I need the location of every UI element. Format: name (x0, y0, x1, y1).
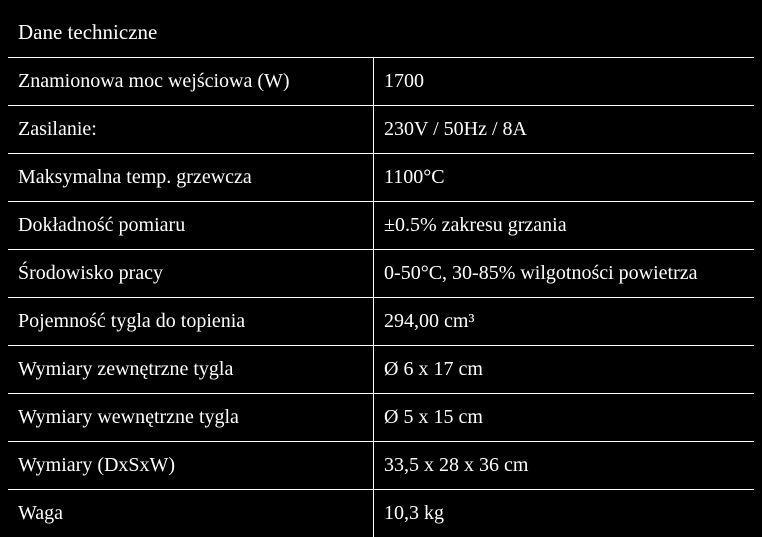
table-title: Dane techniczne (8, 8, 754, 58)
table-row: Wymiary wewnętrzne tygla Ø 5 x 15 cm (8, 394, 754, 442)
table-row: Maksymalna temp. grzewcza 1100°C (8, 154, 754, 202)
spec-value: Ø 6 x 17 cm (374, 346, 754, 394)
table-row: Znamionowa moc wejściowa (W) 1700 (8, 58, 754, 106)
spec-value: 294,00 cm³ (374, 298, 754, 346)
spec-label: Maksymalna temp. grzewcza (8, 154, 374, 202)
table-row: Waga 10,3 kg (8, 490, 754, 537)
table-row: Zasilanie: 230V / 50Hz / 8A (8, 106, 754, 154)
spec-value: 0-50°C, 30-85% wilgotności powietrza (374, 250, 754, 298)
spec-value: 1700 (374, 58, 754, 106)
spec-label: Waga (8, 490, 374, 537)
table-row: Wymiary (DxSxW) 33,5 x 28 x 36 cm (8, 442, 754, 490)
spec-label: Wymiary (DxSxW) (8, 442, 374, 490)
table-row: Pojemność tygla do topienia 294,00 cm³ (8, 298, 754, 346)
spec-value: 1100°C (374, 154, 754, 202)
spec-value: Ø 5 x 15 cm (374, 394, 754, 442)
specifications-table: Dane techniczne Znamionowa moc wejściowa… (8, 8, 754, 537)
table-row: Dokładność pomiaru ±0.5% zakresu grzania (8, 202, 754, 250)
spec-label: Wymiary wewnętrzne tygla (8, 394, 374, 442)
table-row: Środowisko pracy 0-50°C, 30-85% wilgotno… (8, 250, 754, 298)
table-header-row: Dane techniczne (8, 8, 754, 58)
spec-label: Zasilanie: (8, 106, 374, 154)
spec-label: Środowisko pracy (8, 250, 374, 298)
spec-label: Dokładność pomiaru (8, 202, 374, 250)
spec-value: 10,3 kg (374, 490, 754, 537)
table-row: Wymiary zewnętrzne tygla Ø 6 x 17 cm (8, 346, 754, 394)
spec-value: 33,5 x 28 x 36 cm (374, 442, 754, 490)
spec-label: Znamionowa moc wejściowa (W) (8, 58, 374, 106)
spec-label: Wymiary zewnętrzne tygla (8, 346, 374, 394)
spec-label: Pojemność tygla do topienia (8, 298, 374, 346)
spec-value: ±0.5% zakresu grzania (374, 202, 754, 250)
spec-value: 230V / 50Hz / 8A (374, 106, 754, 154)
